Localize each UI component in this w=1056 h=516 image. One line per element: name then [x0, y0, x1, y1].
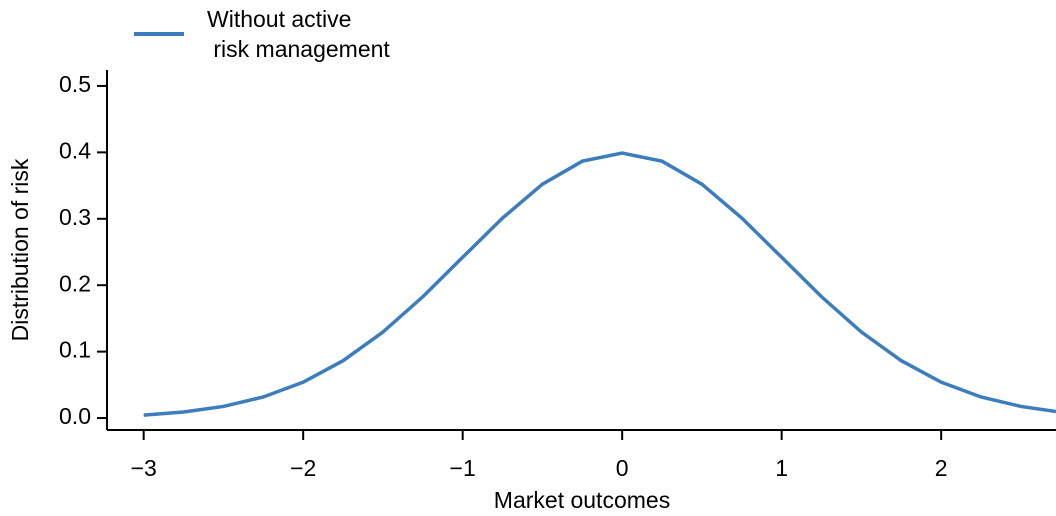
y-tick-label: 0.5	[59, 71, 91, 97]
y-tick-label: 0.4	[59, 137, 91, 163]
y-axis-title: Distribution of risk	[7, 158, 33, 341]
x-tick-label: 1	[775, 455, 788, 481]
x-tick-label: 0	[616, 455, 629, 481]
x-axis-title: Market outcomes	[494, 487, 670, 513]
x-tick-label: −3	[131, 455, 157, 481]
legend-label: Without active risk management	[207, 6, 390, 62]
x-tick-label: 2	[935, 455, 948, 481]
x-tick-label: −1	[450, 455, 476, 481]
y-tick-label: 0.0	[59, 403, 91, 429]
y-tick-label: 0.2	[59, 270, 91, 296]
y-tick-label: 0.1	[59, 337, 91, 363]
line	[143, 151, 1056, 417]
y-tick-label: 0.3	[59, 204, 91, 230]
x-tick-label: −2	[290, 455, 316, 481]
